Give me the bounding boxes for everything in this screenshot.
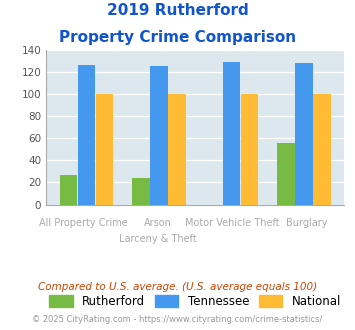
Bar	[96, 94, 113, 205]
Text: Property Crime Comparison: Property Crime Comparison	[59, 30, 296, 45]
Bar	[168, 94, 186, 205]
Bar	[241, 94, 258, 205]
Bar	[150, 66, 168, 205]
Text: All Property Crime: All Property Crime	[39, 218, 128, 228]
Text: Burglary: Burglary	[286, 218, 328, 228]
Bar	[277, 143, 295, 205]
Text: Larceny & Theft: Larceny & Theft	[119, 234, 197, 244]
Bar	[78, 65, 95, 205]
Bar	[60, 175, 77, 205]
Bar	[295, 63, 313, 205]
Text: Arson: Arson	[144, 218, 172, 228]
Bar	[313, 94, 331, 205]
Text: Motor Vehicle Theft: Motor Vehicle Theft	[185, 218, 280, 228]
Bar	[223, 62, 240, 205]
Bar	[132, 178, 149, 205]
Legend: Rutherford, Tennessee, National: Rutherford, Tennessee, National	[46, 291, 345, 311]
Text: 2019 Rutherford: 2019 Rutherford	[106, 3, 248, 18]
Text: Compared to U.S. average. (U.S. average equals 100): Compared to U.S. average. (U.S. average …	[38, 282, 317, 292]
Text: © 2025 CityRating.com - https://www.cityrating.com/crime-statistics/: © 2025 CityRating.com - https://www.city…	[32, 315, 323, 324]
